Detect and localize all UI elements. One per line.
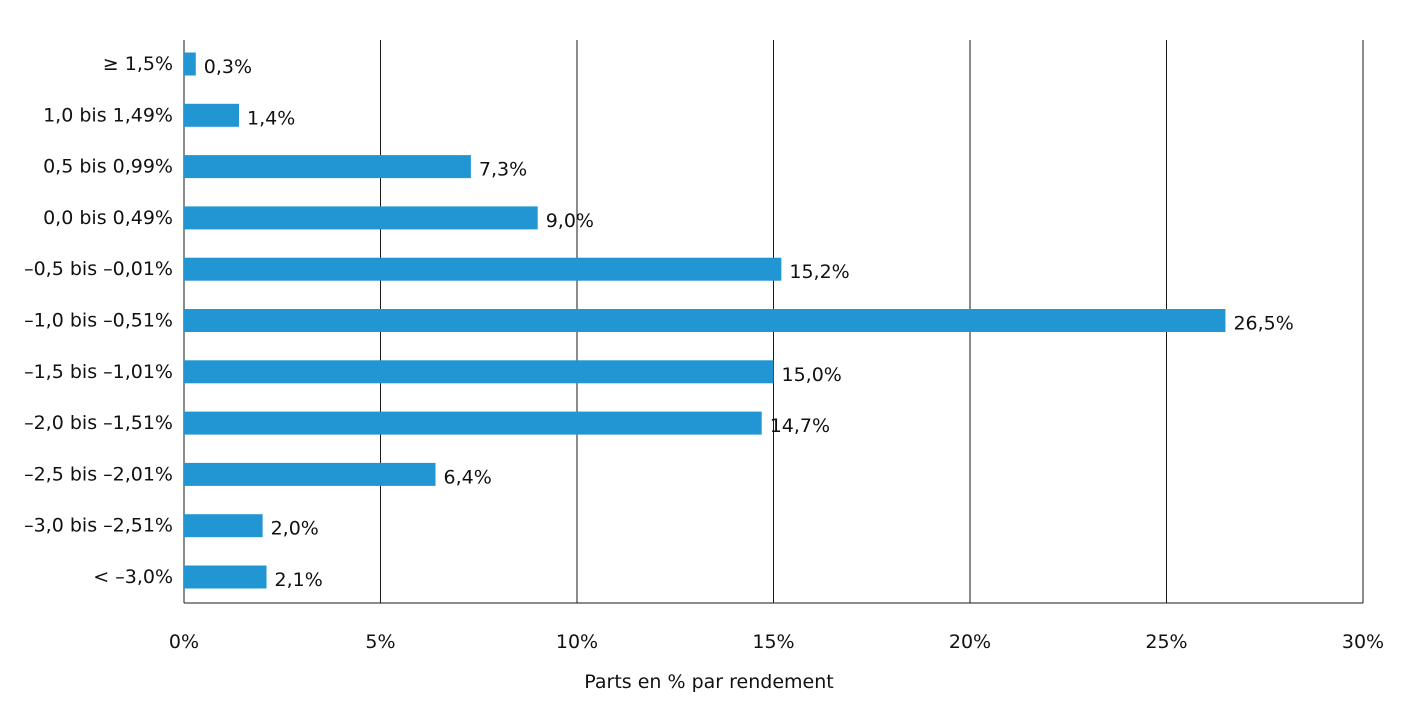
category-label: –1,5 bis –1,01% [24, 361, 173, 383]
category-label: –0,5 bis –0,01% [24, 258, 173, 280]
category-label: ≥ 1,5% [103, 53, 173, 75]
x-axis-title: Parts en % par rendement [584, 671, 833, 693]
bar [184, 257, 782, 281]
bar [184, 462, 436, 486]
bar [184, 155, 471, 179]
bar [184, 411, 762, 435]
data-label: 15,0% [782, 364, 842, 386]
bar [184, 206, 538, 230]
category-label: 1,0 bis 1,49% [43, 104, 173, 126]
data-label: 7,3% [479, 159, 527, 181]
category-label: –2,0 bis –1,51% [24, 412, 173, 434]
data-label: 1,4% [247, 107, 295, 129]
bar [184, 103, 240, 127]
category-labels: ≥ 1,5% 1,0 bis 1,49% 0,5 bis 0,99% 0,0 bis … [24, 53, 173, 588]
bar [184, 52, 196, 76]
category-label: 0,0 bis 0,49% [43, 207, 173, 229]
data-label: 6,4% [444, 466, 492, 488]
bar [184, 565, 267, 589]
x-tick-label: 0% [169, 631, 199, 653]
category-label: –2,5 bis –2,01% [24, 463, 173, 485]
x-tick-label: 5% [365, 631, 395, 653]
x-tick-label: 10% [556, 631, 598, 653]
data-label: 9,0% [546, 210, 594, 232]
x-axis-tick-labels: 0% 5% 10% 15% 20% 25% 30% [169, 631, 1384, 653]
bar [184, 309, 1226, 332]
x-tick-label: 25% [1145, 631, 1187, 653]
category-label: –3,0 bis –2,51% [24, 515, 173, 537]
bar [184, 360, 774, 384]
category-label: 0,5 bis 0,99% [43, 156, 173, 178]
x-tick-label: 15% [752, 631, 794, 653]
value-labels: 0,3% 1,4% 7,3% 9,0% 15,2% 26,5% 15,0% 14,7% 6,4%… [204, 56, 1294, 591]
bar [184, 514, 263, 538]
data-label: 0,3% [204, 56, 252, 78]
data-label: 15,2% [789, 261, 849, 283]
bars [184, 52, 1226, 589]
x-tick-label: 30% [1342, 631, 1384, 653]
data-label: 2,0% [271, 518, 319, 540]
data-label: 2,1% [275, 569, 323, 591]
data-label: 26,5% [1233, 313, 1293, 335]
x-tick-label: 20% [949, 631, 991, 653]
category-label: –1,0 bis –0,51% [24, 310, 173, 332]
data-label: 14,7% [770, 415, 830, 437]
category-label: < –3,0% [93, 566, 173, 588]
